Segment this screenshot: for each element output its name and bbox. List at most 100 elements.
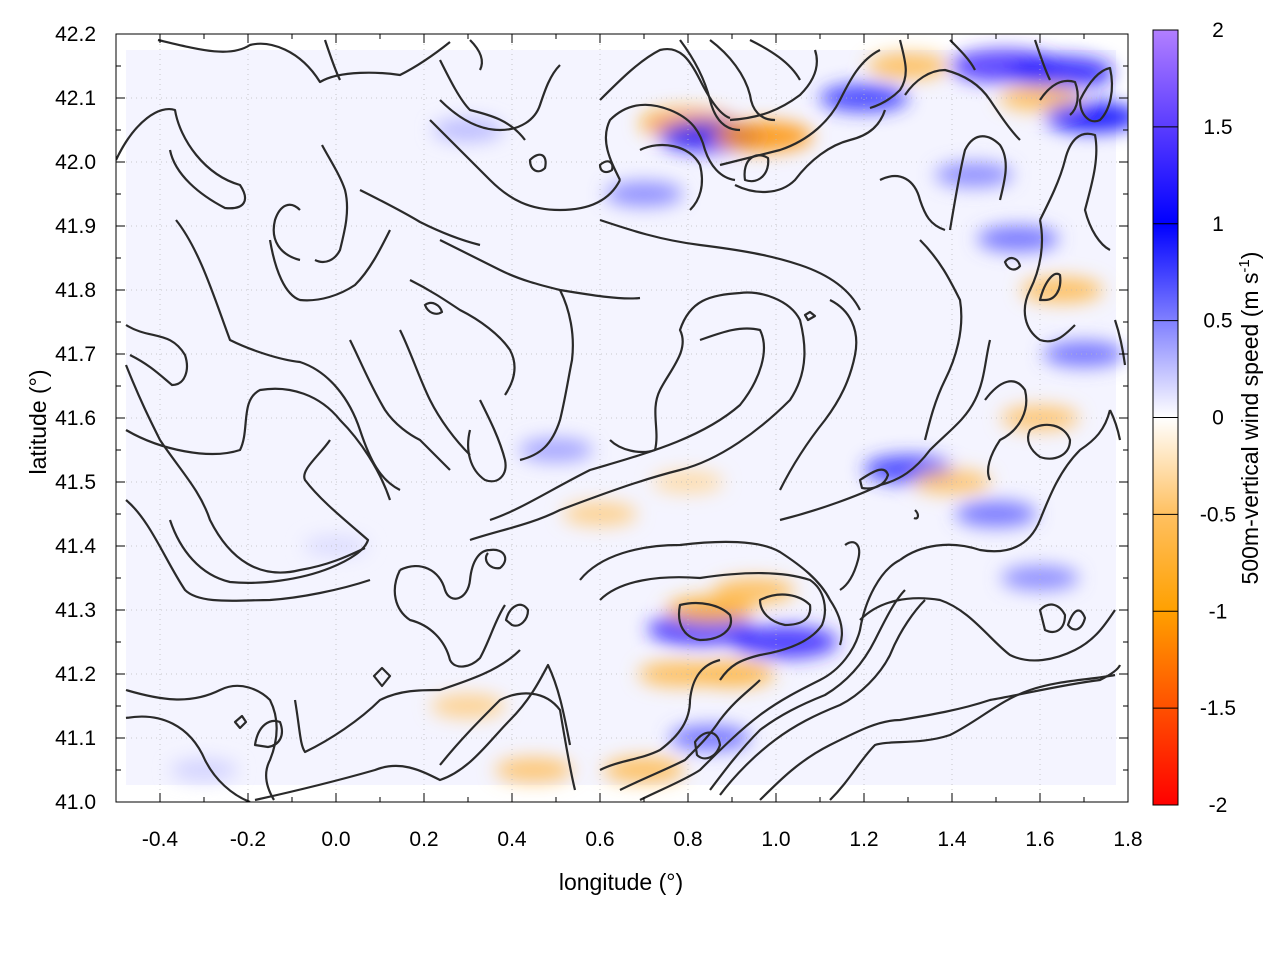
colorbar-title-superscript: -1 — [1236, 259, 1253, 272]
contour-line — [323, 39, 341, 81]
contour-line — [399, 548, 507, 600]
contour-line — [393, 569, 506, 668]
contour-line — [125, 684, 278, 801]
colorbar-tick-label: 0.5 — [1203, 310, 1232, 333]
contour-line — [1026, 423, 1072, 460]
wind-feature — [170, 759, 238, 781]
colorbar-tick-label: -1 — [1209, 600, 1228, 623]
wind-feature — [713, 577, 795, 604]
contour-line — [869, 39, 907, 110]
wind-feature — [1043, 341, 1125, 367]
wind-feature — [731, 625, 839, 659]
contour-line — [467, 399, 507, 483]
contour-line — [1033, 39, 1051, 81]
wind-feature — [638, 661, 720, 687]
contour-line — [125, 387, 392, 501]
wind-feature — [495, 757, 573, 783]
contour-line — [1023, 219, 1076, 343]
y-tick-label: 42.0 — [55, 151, 96, 174]
wind-feature — [713, 120, 813, 152]
contour-line — [399, 329, 471, 456]
contour-line — [879, 174, 946, 232]
colorbar: 2 1.5 1 0.5 0 -0.5 -1 -1.5 -2 500m-vertical wind… — [1152, 19, 1263, 817]
contour-line — [899, 409, 1112, 561]
contour-line — [579, 540, 844, 646]
contour-line — [779, 339, 992, 522]
colorbar-tick-label: -1.5 — [1200, 697, 1236, 720]
contour-line — [734, 109, 887, 194]
y-tick-label: 41.9 — [55, 215, 96, 238]
contour-line — [913, 509, 920, 520]
contour-line — [803, 310, 817, 322]
contour-line — [679, 39, 741, 132]
contour-line — [948, 135, 1007, 231]
wind-feature — [977, 225, 1059, 252]
contour-line — [439, 59, 526, 141]
contour-lines — [116, 38, 1127, 802]
contour-line — [858, 468, 890, 490]
contour-line — [743, 154, 770, 183]
wind-feature — [935, 162, 1013, 188]
contour-line — [409, 279, 516, 396]
colorbar-tick-label: 2 — [1212, 19, 1224, 42]
contour-line — [489, 327, 765, 522]
contour-line — [469, 291, 806, 542]
x-tick-label: 1.4 — [937, 828, 967, 851]
contour-line — [758, 593, 812, 627]
x-axis-title: longitude (°) — [559, 869, 683, 895]
colorbar-title-close: ) — [1237, 252, 1263, 260]
contour-line — [423, 301, 444, 315]
wind-feature — [999, 85, 1081, 111]
contour-line — [949, 39, 976, 71]
colorbar-title: 500m-vertical wind speed (m s-1) — [1236, 252, 1263, 585]
contour-line — [372, 666, 392, 688]
contour-line — [859, 597, 1116, 662]
contour-line — [599, 47, 731, 120]
contour-line — [124, 364, 366, 574]
contour-line — [125, 499, 371, 602]
contour-line — [528, 153, 547, 173]
contour-line — [759, 664, 1122, 801]
contour-line — [1039, 132, 1111, 251]
contour-line — [1113, 319, 1127, 366]
x-tick-label: 0.6 — [585, 828, 614, 851]
wind-feature-blobs — [170, 49, 1128, 783]
contour-line — [349, 339, 451, 471]
contour-line — [168, 439, 370, 584]
x-tick-label: 0.2 — [409, 828, 438, 851]
wind-feature — [1001, 405, 1079, 431]
x-axis: -0.4 -0.2 0.0 0.2 0.4 0.6 0.8 1.0 1.2 1.4 1.6 1.8 — [142, 34, 1143, 851]
contour-line — [839, 541, 861, 591]
contour-line — [439, 64, 561, 132]
contour-line — [439, 239, 641, 300]
contour-line — [116, 108, 247, 210]
contour-line — [719, 599, 926, 796]
contour-line — [599, 218, 861, 311]
contour-line — [829, 673, 1116, 801]
contour-line — [639, 143, 704, 211]
contour-line — [619, 679, 761, 791]
y-tick-label: 41.3 — [55, 599, 96, 622]
contour-line — [359, 189, 481, 247]
x-tick-label: 1.6 — [1025, 828, 1054, 851]
contour-line — [904, 68, 1021, 141]
x-tick-label: 0.4 — [497, 828, 527, 851]
x-tick-label: 0.0 — [321, 828, 350, 851]
wind-feature — [432, 118, 504, 142]
contour-line — [984, 380, 1028, 481]
x-tick-label: 1.8 — [1113, 828, 1142, 851]
contour-line — [125, 324, 189, 387]
contour-line — [919, 239, 963, 441]
contour-line — [749, 39, 801, 81]
contour-line — [314, 144, 349, 264]
y-axis: 41.0 41.1 41.2 41.3 41.4 41.5 41.6 41.7 41.8 41.9… — [55, 23, 1128, 814]
contour-line — [599, 658, 721, 771]
y-tick-label: 41.4 — [55, 535, 96, 558]
contour-line — [598, 160, 614, 174]
wind-feature — [1001, 565, 1079, 591]
colorbar-tick-label: 0 — [1212, 407, 1224, 430]
contour-line — [729, 49, 818, 122]
x-tick-label: 1.2 — [849, 828, 878, 851]
y-tick-label: 42.1 — [55, 87, 96, 110]
